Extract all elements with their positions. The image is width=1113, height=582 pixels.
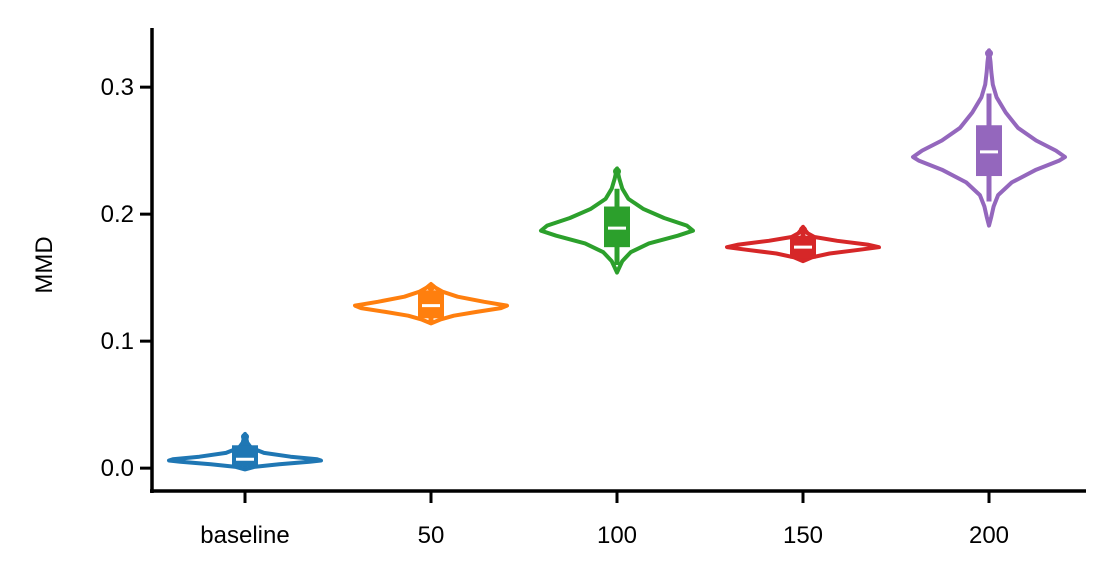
y-axis-title: MMD <box>31 236 58 293</box>
x-tick-label: 200 <box>969 522 1009 549</box>
x-tick-label: baseline <box>200 522 289 549</box>
violin-max-marker <box>799 225 807 234</box>
y-tick-label: 0.1 <box>101 328 134 355</box>
y-tick-label: 0.0 <box>101 455 134 482</box>
y-tick-label: 0.2 <box>101 201 134 228</box>
x-ticks: baseline 50 100 150 200 <box>200 491 1009 549</box>
violin-max-marker <box>241 432 249 441</box>
y-tick-label: 0.3 <box>101 74 134 101</box>
x-tick-label: 100 <box>597 522 637 549</box>
violin-max-marker <box>985 49 993 58</box>
x-tick-label: 150 <box>783 522 823 549</box>
violin-max-marker <box>613 167 621 176</box>
violin-iqr-box <box>232 445 258 467</box>
y-ticks: 0.0 0.1 0.2 0.3 <box>101 74 152 482</box>
violins-layer <box>167 48 1067 472</box>
x-tick-label: 50 <box>418 522 445 549</box>
violin-max-marker <box>427 282 435 291</box>
